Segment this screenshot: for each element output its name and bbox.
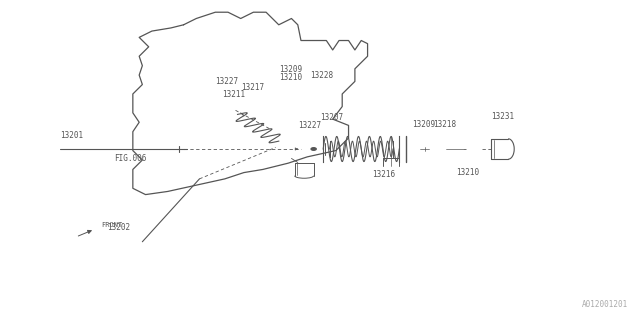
Text: 13227: 13227 (215, 77, 239, 86)
Text: 13207: 13207 (320, 113, 343, 122)
Text: 13201: 13201 (60, 131, 83, 140)
Text: FRONT: FRONT (101, 222, 122, 228)
Text: 13227: 13227 (298, 121, 321, 130)
Text: 13217: 13217 (241, 84, 264, 92)
Text: 13216: 13216 (372, 170, 395, 179)
Text: 13218: 13218 (433, 120, 456, 129)
Text: 13210: 13210 (456, 168, 479, 177)
Text: A012001201: A012001201 (582, 300, 628, 309)
Text: 13202: 13202 (108, 223, 131, 232)
Text: 13210: 13210 (279, 73, 302, 82)
Text: 13209: 13209 (412, 120, 435, 129)
Text: FIG.006: FIG.006 (114, 154, 146, 163)
Text: 13209: 13209 (279, 65, 302, 74)
Circle shape (311, 148, 316, 150)
Text: 13228: 13228 (310, 71, 333, 80)
Text: 13231: 13231 (492, 112, 515, 121)
Text: 13211: 13211 (221, 90, 244, 99)
